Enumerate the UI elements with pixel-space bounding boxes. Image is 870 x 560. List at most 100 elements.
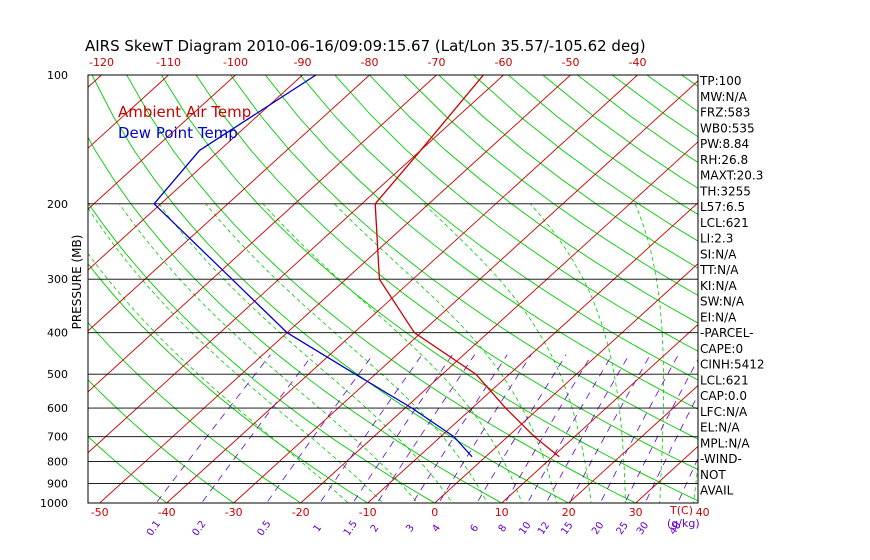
isotherm-line <box>88 75 169 149</box>
isotherm-line <box>88 75 370 332</box>
sounding-index-item: CINH:5412 <box>700 358 765 372</box>
sounding-index-item: AVAIL <box>700 484 734 498</box>
pressure-tick-label: 700 <box>47 431 68 444</box>
sounding-index-item: MPL:N/A <box>700 436 750 450</box>
sounding-index-item: KI:N/A <box>700 279 737 293</box>
isotherm-line <box>434 263 698 503</box>
sounding-index-item: MW:N/A <box>700 90 748 104</box>
mixing-ratio-line <box>201 354 314 503</box>
isotherm-line <box>770 75 870 503</box>
dry-adiabat-line <box>88 435 168 503</box>
bottom-temp-tick-label: 30 <box>629 506 643 519</box>
moist-adiabat-line <box>530 203 626 503</box>
mixing-ratio-tick-label: 3 <box>404 523 417 535</box>
mixing-ratio-unit-label: (g/kg) <box>667 517 700 530</box>
sounding-index-item: -WIND- <box>700 452 742 466</box>
top-temp-tick-label: -110 <box>156 56 181 69</box>
mixing-ratio-line <box>624 358 698 503</box>
bottom-temp-tick-label: 20 <box>562 506 576 519</box>
top-temp-tick-label: -80 <box>361 56 379 69</box>
mixing-ratio-tick-label: 1 <box>312 523 325 535</box>
sounding-index-item: CAPE:0 <box>700 342 743 356</box>
sounding-index-item: TH:3255 <box>699 184 751 198</box>
sounding-index-item: TP:100 <box>699 74 742 88</box>
mixing-ratio-line <box>545 354 630 503</box>
pressure-tick-label: 100 <box>47 69 68 82</box>
dry-adiabat-line <box>265 75 698 410</box>
ambient-air-temp-line <box>374 75 560 458</box>
mixing-ratio-line <box>569 354 651 503</box>
bottom-temp-tick-label: -10 <box>359 506 377 519</box>
sounding-index-item: CAP:0.0 <box>700 389 747 403</box>
moist-adiabat-line <box>334 203 558 503</box>
mixing-ratio-line <box>319 354 423 503</box>
dry-adiabat-line <box>88 379 235 503</box>
pressure-tick-label: 900 <box>47 477 68 490</box>
y-axis-label: PRESSURE (MB) <box>70 235 84 330</box>
mixing-ratio-tick-label: 6 <box>469 523 482 535</box>
sounding-index-item: EI:N/A <box>700 310 737 324</box>
sounding-index-item: LCL:621 <box>700 216 749 230</box>
moist-adiabat-line <box>119 203 418 503</box>
dry-adiabat-line <box>299 75 698 381</box>
pressure-tick-label: 300 <box>47 273 68 286</box>
sounding-index-item: NOT <box>700 468 726 482</box>
temp-unit-label: T(C) <box>669 504 693 517</box>
top-temp-tick-label: -50 <box>562 56 580 69</box>
isotherm-line <box>88 75 303 271</box>
moist-adiabat-line <box>423 203 592 503</box>
isotherm-line <box>233 80 698 503</box>
dry-adiabat-line <box>161 75 698 502</box>
bottom-temp-tick-label: -40 <box>158 506 176 519</box>
isotherm-line <box>166 75 638 503</box>
legend-ambient-air-temp: Ambient Air Temp <box>118 103 251 121</box>
sounding-profiles <box>153 75 560 458</box>
isotherm-line <box>88 75 236 210</box>
dry-adiabat-line <box>88 136 503 503</box>
dry-adiabat-line <box>473 75 698 242</box>
mixing-ratio-tick-label: 2 <box>369 523 382 535</box>
sounding-index-item: SI:N/A <box>700 247 737 261</box>
mixing-ratio-line <box>155 354 271 503</box>
mixing-ratio-tick-label: 4 <box>430 523 443 535</box>
dry-adiabat-line <box>403 75 698 296</box>
mixing-ratio-line <box>599 354 679 503</box>
sounding-index-item: FRZ:583 <box>700 106 750 120</box>
sounding-index-item: LFC:N/A <box>700 405 748 419</box>
pressure-tick-label: 500 <box>47 368 68 381</box>
mixing-ratio-tick-label: 0.5 <box>256 519 274 538</box>
isotherm-line <box>367 202 698 503</box>
dry-adiabat-line <box>230 75 698 440</box>
sounding-index-item: EL:N/A <box>700 421 740 435</box>
sounding-index-item: WB0:535 <box>700 121 755 135</box>
bottom-temp-tick-label: 40 <box>696 506 710 519</box>
diagram-background-lines <box>88 75 870 503</box>
chart-title: AIRS SkewT Diagram 2010-06-16/09:09:15.6… <box>85 37 646 55</box>
isotherm-line <box>88 75 437 393</box>
legend-dew-point-temp: Dew Point Temp <box>118 124 238 142</box>
dry-adiabat-line <box>88 321 302 503</box>
sounding-index-item: MAXT:20.3 <box>700 169 763 183</box>
mixing-ratio-line <box>504 354 593 503</box>
sounding-index-item: LI:2.3 <box>700 232 733 246</box>
dry-adiabat-line <box>334 75 698 352</box>
isotherm-line <box>635 445 698 503</box>
dry-adiabat-line <box>507 75 698 215</box>
moist-adiabat-line <box>205 203 488 503</box>
moist-adiabat-line <box>88 252 349 503</box>
pressure-tick-label: 600 <box>47 402 68 415</box>
sounding-index-item: L57:6.5 <box>700 200 745 214</box>
mixing-ratio-line <box>266 354 374 503</box>
dry-adiabat-line <box>126 75 637 503</box>
pressure-tick-label: 800 <box>47 456 68 469</box>
mixing-ratio-tick-label: 1.5 <box>342 519 360 538</box>
mixing-ratio-line <box>527 354 613 503</box>
top-temp-tick-label: -100 <box>223 56 248 69</box>
mixing-ratio-line <box>376 354 476 503</box>
dry-adiabat-line <box>438 75 698 269</box>
mixing-ratio-tick-label: 30 <box>635 520 651 537</box>
isotherm-line <box>568 384 698 503</box>
sounding-index-item: SW:N/A <box>700 295 745 309</box>
